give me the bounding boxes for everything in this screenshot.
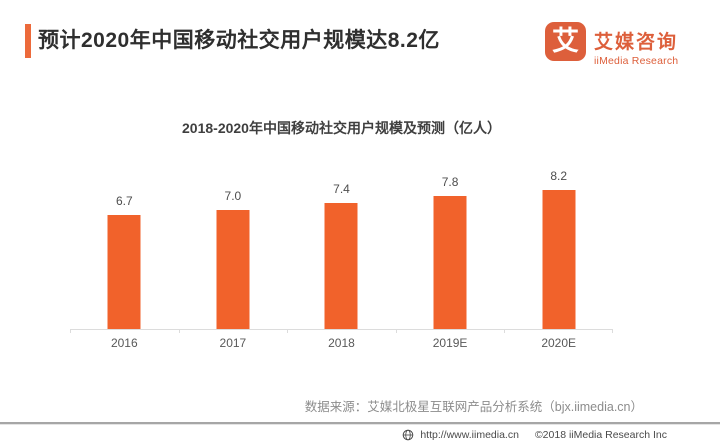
x-axis-label: 2016 [110,336,138,350]
footer-url: http://www.iimedia.cn [420,429,519,441]
axis-tick [504,329,506,333]
bar-value-label: 8.2 [550,168,568,183]
chart-title: 2018-2020年中国移动社交用户规模及预测（亿人） [182,120,501,136]
axis-tick [612,329,613,333]
x-axis-label: 2020E [541,336,577,350]
axis-tick [395,329,397,333]
x-axis-label: 2019E [432,336,468,350]
bar-value-label: 6.7 [115,194,133,209]
bar-value-label: 7.4 [333,182,350,197]
x-axis-label: 2018 [328,336,355,350]
footer-copyright: ©2018 iiMedia Research Inc [534,429,667,441]
iimedia-logo: 艾 艾媒咨询 iiMedia Research [545,22,678,67]
logo-text: 艾媒咨询 iiMedia Research [594,22,678,67]
bar-group-2017: 7.0 2017 [179,160,288,350]
bar [433,196,467,329]
logo-name-cn: 艾媒咨询 [594,32,679,53]
axis-tick [287,329,289,333]
bar-value-label: 7.0 [224,189,242,203]
bar [216,210,250,329]
bar-group-2018: 7.4 2018 [287,160,396,350]
page-footer: http://www.iimedia.cn ©2018 iiMedia Rese… [402,427,667,443]
logo-name-en: iiMedia Research [594,55,679,67]
bar-value-label: 7.8 [441,175,459,190]
footer-divider [0,422,720,424]
bar-group-2016: 6.7 2016 [70,160,179,350]
logo-glyph: 艾 [552,26,579,56]
bar [542,189,576,329]
iimedia-logo-icon: 艾 [545,22,586,61]
bar [107,215,141,329]
bar [324,203,358,329]
bar-group-2020E: 8.2 2020E [504,160,613,350]
x-axis-label: 2017 [219,336,247,350]
globe-icon [403,429,414,441]
data-source-note: 数据来源：艾媒北极星互联网产品分析系统（bjx.iimedia.cn） [304,400,643,414]
axis-tick [178,329,180,333]
axis-tick [70,329,71,333]
bar-group-2019E: 7.8 2019E [396,160,505,350]
page-title: 预计2020年中国移动社交用户规模达8.2亿 [38,29,440,52]
bar-chart: 6.7 2016 7.0 2017 7.4 2018 7.8 2019E 8.2 2020E [70,160,613,350]
title-accent-bar [25,24,31,58]
